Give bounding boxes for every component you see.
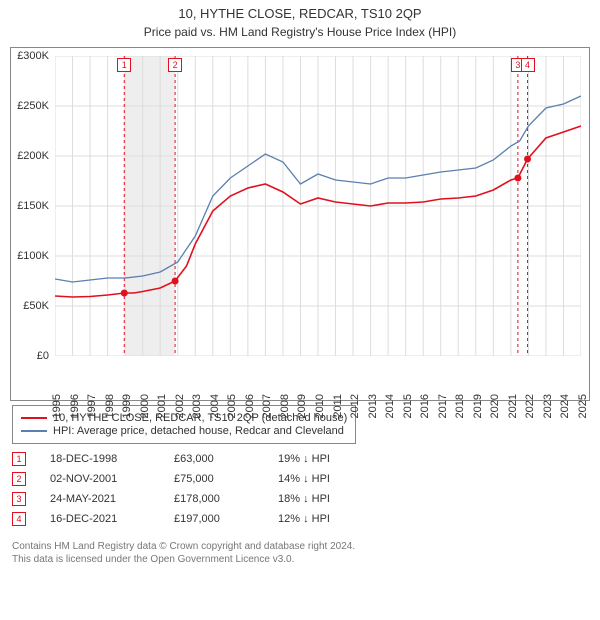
transaction-marker: 2 <box>12 472 26 486</box>
x-tick-label: 2012 <box>349 394 361 418</box>
x-tick-label: 2014 <box>384 394 396 418</box>
page-subtitle: Price paid vs. HM Land Registry's House … <box>0 25 600 39</box>
x-tick-label: 1995 <box>51 394 63 418</box>
legend-label: HPI: Average price, detached house, Redc… <box>53 425 344 437</box>
x-tick-label: 2003 <box>191 394 203 418</box>
x-tick-label: 2013 <box>367 394 379 418</box>
x-tick-label: 2017 <box>437 394 449 418</box>
x-tick-label: 2015 <box>402 394 414 418</box>
y-tick-label: £200K <box>17 150 49 162</box>
x-tick-label: 2019 <box>472 394 484 418</box>
x-tick-label: 2010 <box>314 394 326 418</box>
transaction-row: 2 02-NOV-2001 £75,000 14% ↓ HPI <box>12 472 588 486</box>
transaction-marker: 1 <box>12 452 26 466</box>
y-tick-label: £50K <box>23 300 49 312</box>
y-tick-label: £0 <box>37 350 49 362</box>
transaction-date: 18-DEC-1998 <box>50 453 150 465</box>
transaction-date: 02-NOV-2001 <box>50 473 150 485</box>
x-tick-label: 2016 <box>419 394 431 418</box>
y-tick-label: £100K <box>17 250 49 262</box>
x-tick-label: 1999 <box>121 394 133 418</box>
x-tick-label: 2021 <box>507 394 519 418</box>
x-tick-label: 1996 <box>69 394 81 418</box>
chart-marker-2: 2 <box>168 58 182 72</box>
transaction-row: 3 24-MAY-2021 £178,000 18% ↓ HPI <box>12 492 588 506</box>
footer-line-1: Contains HM Land Registry data © Crown c… <box>12 540 588 553</box>
x-tick-label: 2006 <box>244 394 256 418</box>
transaction-diff: 12% ↓ HPI <box>278 513 358 525</box>
x-tick-label: 2000 <box>139 394 151 418</box>
footer-credits: Contains HM Land Registry data © Crown c… <box>12 540 588 566</box>
y-tick-label: £300K <box>17 50 49 62</box>
transaction-marker: 3 <box>12 492 26 506</box>
x-tick-label: 2004 <box>209 394 221 418</box>
x-tick-label: 2001 <box>156 394 168 418</box>
x-tick-label: 2002 <box>174 394 186 418</box>
transaction-date: 24-MAY-2021 <box>50 493 150 505</box>
transaction-row: 4 16-DEC-2021 £197,000 12% ↓ HPI <box>12 512 588 526</box>
transactions-table: 1 18-DEC-1998 £63,000 19% ↓ HPI 2 02-NOV-2001… <box>12 452 588 526</box>
x-tick-label: 2025 <box>577 394 589 418</box>
x-tick-label: 2008 <box>279 394 291 418</box>
legend-swatch <box>21 417 47 419</box>
y-tick-label: £250K <box>17 100 49 112</box>
transaction-price: £63,000 <box>174 453 254 465</box>
line-chart <box>55 56 581 356</box>
y-tick-label: £150K <box>17 200 49 212</box>
x-tick-label: 2018 <box>454 394 466 418</box>
x-tick-label: 2022 <box>524 394 536 418</box>
transaction-date: 16-DEC-2021 <box>50 513 150 525</box>
transaction-price: £197,000 <box>174 513 254 525</box>
legend-swatch <box>21 430 47 432</box>
x-tick-label: 2007 <box>261 394 273 418</box>
x-tick-label: 1997 <box>86 394 98 418</box>
x-tick-label: 2020 <box>489 394 501 418</box>
x-tick-label: 1998 <box>104 394 116 418</box>
footer-line-2: This data is licensed under the Open Gov… <box>12 553 588 566</box>
x-tick-label: 2023 <box>542 394 554 418</box>
transaction-diff: 18% ↓ HPI <box>278 493 358 505</box>
transaction-diff: 14% ↓ HPI <box>278 473 358 485</box>
transaction-price: £75,000 <box>174 473 254 485</box>
legend-item: HPI: Average price, detached house, Redc… <box>21 425 347 437</box>
chart-container: £0£50K£100K£150K£200K£250K£300K1234 1995… <box>10 47 590 401</box>
chart-marker-1: 1 <box>117 58 131 72</box>
x-tick-label: 2009 <box>296 394 308 418</box>
x-tick-label: 2024 <box>559 394 571 418</box>
transaction-price: £178,000 <box>174 493 254 505</box>
x-tick-label: 2011 <box>332 394 344 418</box>
transaction-marker: 4 <box>12 512 26 526</box>
x-tick-label: 2005 <box>226 394 238 418</box>
chart-marker-4: 4 <box>521 58 535 72</box>
page-title: 10, HYTHE CLOSE, REDCAR, TS10 2QP <box>0 6 600 21</box>
transaction-diff: 19% ↓ HPI <box>278 453 358 465</box>
transaction-row: 1 18-DEC-1998 £63,000 19% ↓ HPI <box>12 452 588 466</box>
